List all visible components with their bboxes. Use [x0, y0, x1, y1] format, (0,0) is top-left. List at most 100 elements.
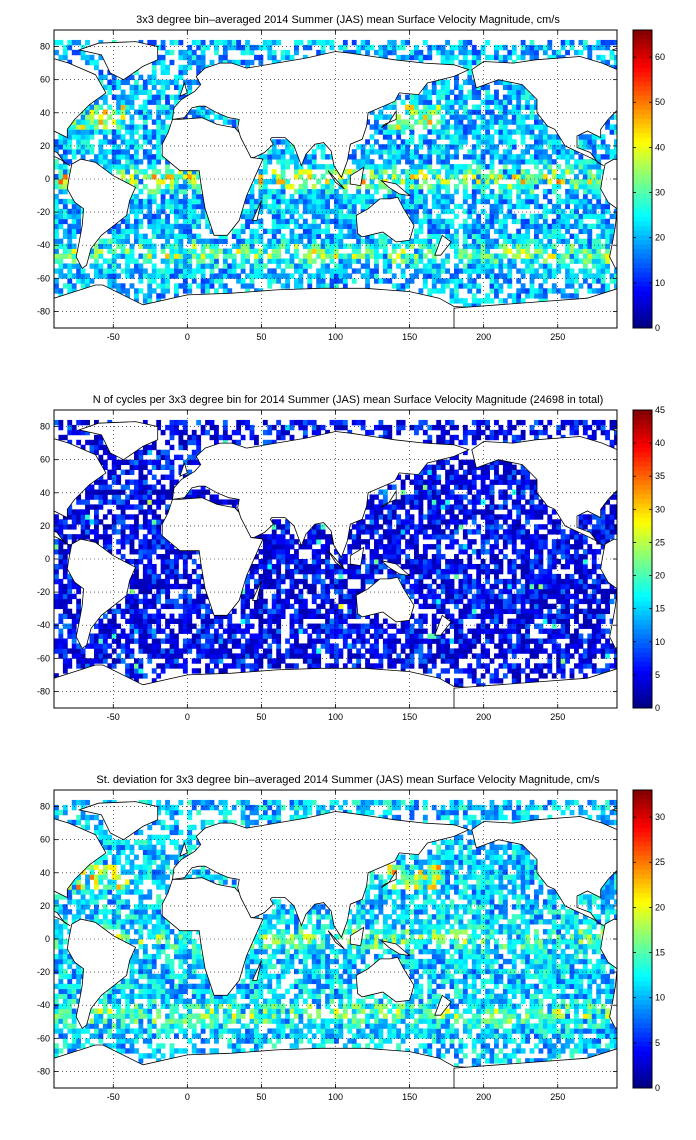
chart-title: 3x3 degree bin–averaged 2014 Summer (JAS… — [136, 14, 560, 26]
heatmap-cell — [538, 169, 544, 175]
coastline-shape — [381, 109, 397, 129]
heatmap-cell — [311, 208, 317, 215]
heatmap-cell — [62, 188, 68, 195]
heatmap-cell — [467, 39, 473, 46]
heatmap-cell — [325, 188, 330, 195]
heatmap-cell — [85, 149, 90, 155]
heatmap-cell — [480, 653, 486, 659]
heatmap-cell — [538, 293, 544, 299]
heatmap-cell — [280, 608, 286, 615]
heatmap-cell — [507, 203, 513, 210]
heatmap-cell — [534, 154, 539, 160]
heatmap-cell — [276, 643, 282, 649]
heatmap-cell — [560, 668, 566, 674]
heatmap-cell — [276, 593, 282, 600]
heatmap-cell — [449, 583, 455, 590]
heatmap-cell — [489, 164, 495, 170]
heatmap-cell — [418, 183, 424, 190]
heatmap-cell — [436, 109, 442, 115]
heatmap-cell — [120, 104, 126, 110]
heatmap-cell — [156, 228, 162, 235]
heatmap-cell — [169, 79, 175, 86]
heatmap-cell — [200, 278, 206, 284]
heatmap-cell — [54, 174, 59, 180]
heatmap-cell — [609, 663, 615, 669]
heatmap-cell — [160, 293, 166, 299]
heatmap-cell — [369, 174, 375, 180]
heatmap-cell — [400, 643, 406, 649]
heatmap-cell — [116, 149, 122, 155]
colorbar-segment — [633, 323, 652, 329]
heatmap-cell — [471, 59, 477, 66]
heatmap-cell — [538, 223, 544, 230]
heatmap-cell — [582, 203, 588, 210]
heatmap-cell — [565, 658, 570, 664]
heatmap-cell — [196, 593, 202, 600]
heatmap-cell — [485, 164, 490, 170]
heatmap-cell — [507, 623, 513, 629]
heatmap-cell — [538, 243, 544, 249]
heatmap-cell — [280, 188, 286, 195]
heatmap-cell — [498, 253, 504, 259]
heatmap-cell — [525, 159, 530, 165]
heatmap-cell — [351, 154, 357, 160]
heatmap-cell — [578, 658, 584, 664]
heatmap-cell — [476, 174, 482, 180]
heatmap-cell — [494, 79, 499, 86]
heatmap-cell — [276, 663, 282, 669]
heatmap-cell — [551, 243, 557, 249]
heatmap-cell — [578, 653, 584, 659]
heatmap-cell — [574, 588, 579, 595]
heatmap-cell — [116, 228, 122, 235]
heatmap-cell — [294, 159, 299, 165]
heatmap-cell — [396, 114, 402, 120]
heatmap-cell — [467, 208, 473, 215]
heatmap-cell — [591, 183, 597, 190]
heatmap-cell — [587, 164, 593, 170]
heatmap-cell — [405, 623, 410, 629]
heatmap-cell — [360, 159, 366, 165]
y-tick-label: -60 — [37, 273, 50, 283]
heatmap-cell — [436, 213, 442, 220]
heatmap-cell — [516, 84, 522, 90]
heatmap-cell — [58, 243, 64, 249]
heatmap-cell — [516, 613, 522, 619]
heatmap-cell — [142, 89, 148, 95]
heatmap-cell — [298, 618, 304, 624]
heatmap-cell — [107, 104, 113, 110]
heatmap-cell — [391, 99, 397, 105]
heatmap-cell — [494, 628, 499, 634]
heatmap-cell — [280, 149, 286, 155]
heatmap-cell — [54, 183, 59, 190]
heatmap-cell — [471, 79, 477, 86]
heatmap-cell — [494, 618, 499, 624]
heatmap-cell — [307, 273, 313, 279]
heatmap-cell — [111, 283, 117, 289]
heatmap-cell — [111, 223, 117, 230]
heatmap-cell — [316, 268, 322, 274]
heatmap-cell — [365, 623, 370, 629]
heatmap-cell — [325, 238, 330, 244]
coastline-shape — [611, 47, 617, 52]
heatmap-cell — [320, 583, 326, 590]
heatmap-cell — [560, 663, 566, 669]
heatmap-cell — [454, 263, 459, 269]
heatmap-cell — [298, 238, 304, 244]
heatmap-cell — [182, 288, 188, 294]
heatmap-cell — [551, 159, 557, 165]
heatmap-cell — [174, 213, 179, 220]
heatmap-cell — [334, 273, 339, 279]
heatmap-cell — [285, 208, 290, 215]
heatmap-cell — [436, 278, 442, 284]
heatmap-cell — [405, 39, 410, 46]
heatmap-cell — [165, 588, 170, 595]
heatmap-cell — [614, 114, 617, 120]
heatmap-cell — [302, 179, 308, 185]
heatmap-cell — [507, 183, 513, 190]
heatmap-cell — [329, 283, 335, 289]
colorbar-segment — [633, 113, 652, 119]
heatmap-cell — [476, 139, 482, 145]
heatmap-cell — [196, 583, 202, 590]
heatmap-cell — [382, 238, 388, 244]
heatmap-cell — [414, 44, 419, 51]
